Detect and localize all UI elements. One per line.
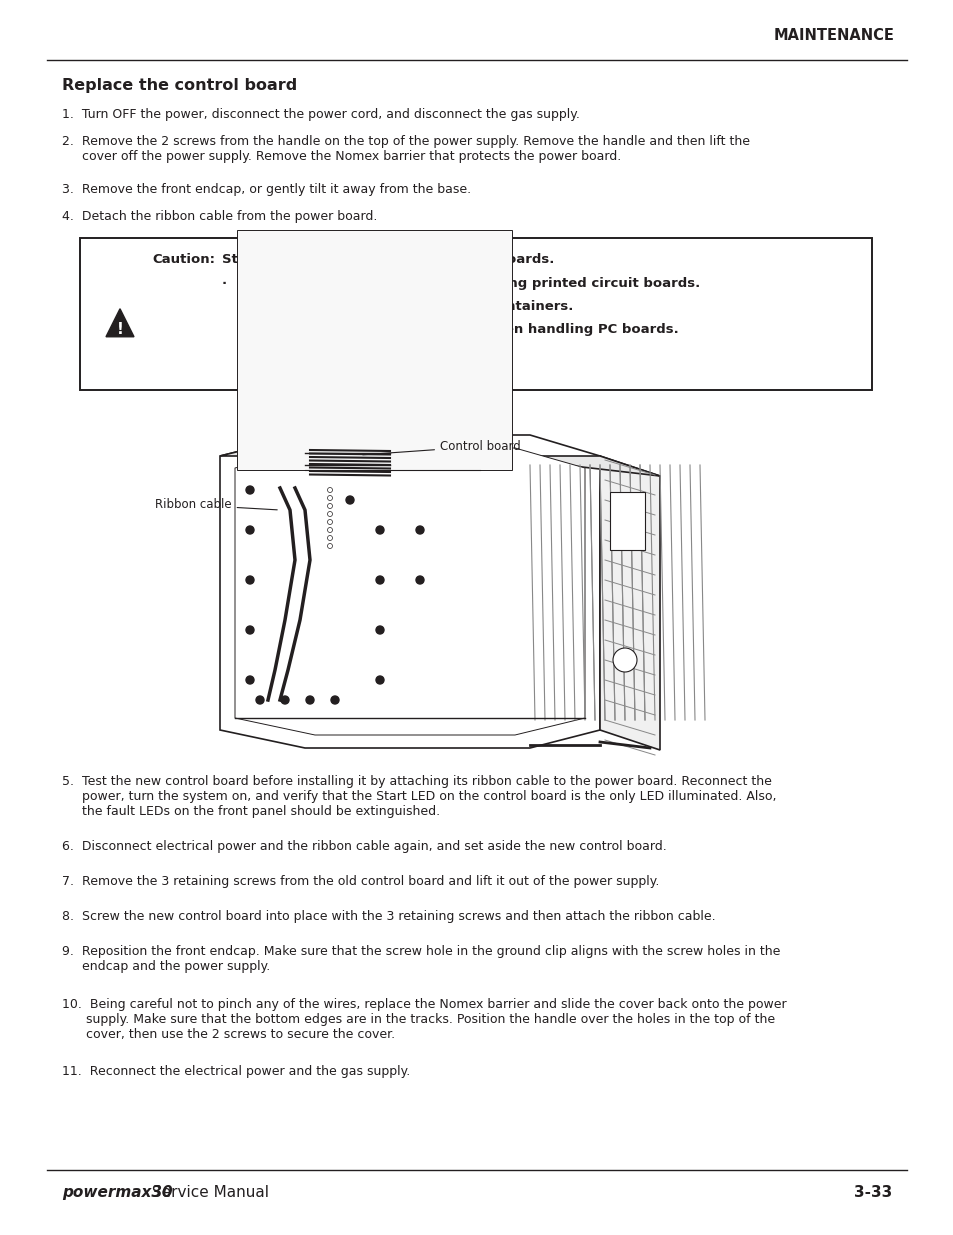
Text: powermax30: powermax30 — [62, 1186, 172, 1200]
Text: Ribbon cable: Ribbon cable — [154, 499, 277, 511]
Text: 10.  Being careful not to pinch any of the wires, replace the Nomex barrier and : 10. Being careful not to pinch any of th… — [62, 998, 786, 1011]
Text: the fault LEDs on the front panel should be extinguished.: the fault LEDs on the front panel should… — [62, 805, 439, 818]
Text: 3.  Remove the front endcap, or gently tilt it away from the base.: 3. Remove the front endcap, or gently ti… — [62, 183, 471, 196]
Circle shape — [613, 648, 637, 672]
Polygon shape — [234, 448, 584, 735]
Text: cover, then use the 2 screws to secure the cover.: cover, then use the 2 screws to secure t… — [62, 1028, 395, 1041]
Text: 2.  Remove the 2 screws from the handle on the top of the power supply. Remove t: 2. Remove the 2 screws from the handle o… — [62, 135, 749, 148]
Circle shape — [281, 697, 289, 704]
Circle shape — [246, 526, 253, 534]
Text: 6.  Disconnect electrical power and the ribbon cable again, and set aside the ne: 6. Disconnect electrical power and the r… — [62, 840, 666, 853]
Text: Caution:: Caution: — [152, 253, 214, 266]
Circle shape — [375, 526, 384, 534]
Circle shape — [246, 676, 253, 684]
FancyBboxPatch shape — [236, 230, 512, 471]
Text: 4.  Detach the ribbon cable from the power board.: 4. Detach the ribbon cable from the powe… — [62, 210, 377, 224]
Text: 1.  Turn OFF the power, disconnect the power cord, and disconnect the gas supply: 1. Turn OFF the power, disconnect the po… — [62, 107, 579, 121]
Text: –  Wear a grounded wrist strap when handling PC boards.: – Wear a grounded wrist strap when handl… — [237, 324, 678, 336]
Circle shape — [246, 576, 253, 584]
Circle shape — [331, 697, 338, 704]
Polygon shape — [106, 309, 133, 337]
Circle shape — [375, 626, 384, 634]
Text: 8.  Screw the new control board into place with the 3 retaining screws and then : 8. Screw the new control board into plac… — [62, 910, 715, 923]
Text: supply. Make sure that the bottom edges are in the tracks. Position the handle o: supply. Make sure that the bottom edges … — [62, 1013, 774, 1026]
Text: 11.  Reconnect the electrical power and the gas supply.: 11. Reconnect the electrical power and t… — [62, 1065, 410, 1078]
Text: 7.  Remove the 3 retaining screws from the old control board and lift it out of : 7. Remove the 3 retaining screws from th… — [62, 876, 659, 888]
Text: –  Store PC boards in anti-static containers.: – Store PC boards in anti-static contain… — [237, 300, 573, 312]
Text: power, turn the system on, and verify that the Start LED on the control board is: power, turn the system on, and verify th… — [62, 790, 776, 803]
Text: 5.  Test the new control board before installing it by attaching its ribbon cabl: 5. Test the new control board before ins… — [62, 776, 771, 788]
Circle shape — [246, 626, 253, 634]
Circle shape — [416, 576, 423, 584]
FancyBboxPatch shape — [80, 238, 871, 390]
Circle shape — [246, 487, 253, 494]
Circle shape — [255, 697, 264, 704]
Circle shape — [416, 526, 423, 534]
Text: 9.  Reposition the front endcap. Make sure that the screw hole in the ground cli: 9. Reposition the front endcap. Make sur… — [62, 945, 780, 958]
Text: cover off the power supply. Remove the Nomex barrier that protects the power boa: cover off the power supply. Remove the N… — [62, 149, 620, 163]
Text: endcap and the power supply.: endcap and the power supply. — [62, 960, 270, 973]
Text: Replace the control board: Replace the control board — [62, 78, 297, 93]
FancyBboxPatch shape — [609, 492, 644, 550]
Text: 3-33: 3-33 — [853, 1186, 891, 1200]
Circle shape — [375, 676, 384, 684]
Text: Service Manual: Service Manual — [147, 1186, 269, 1200]
Text: !: ! — [116, 321, 123, 336]
Text: Control board: Control board — [362, 440, 520, 454]
Polygon shape — [599, 456, 659, 750]
Circle shape — [346, 496, 354, 504]
Text: ·  Use proper precautions when handling printed circuit boards.: · Use proper precautions when handling p… — [222, 277, 700, 290]
Polygon shape — [220, 435, 599, 748]
Polygon shape — [220, 435, 659, 475]
Circle shape — [306, 697, 314, 704]
Circle shape — [375, 576, 384, 584]
Text: MAINTENANCE: MAINTENANCE — [773, 28, 894, 43]
Text: Static electricity can damage circuit boards.: Static electricity can damage circuit bo… — [222, 253, 554, 266]
